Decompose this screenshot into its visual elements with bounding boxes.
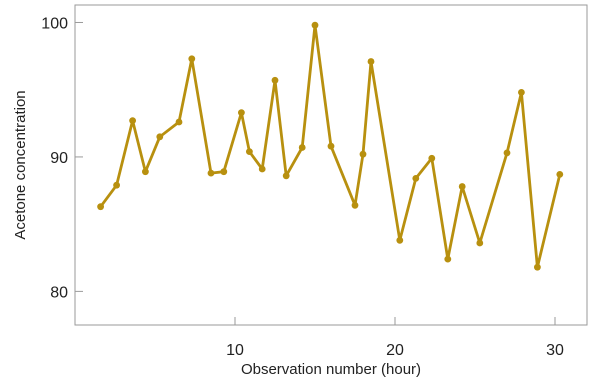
series-line [99,23,562,269]
y-tick-label: 90 [50,150,68,167]
y-tick-label: 100 [41,15,68,32]
data-point [444,255,452,263]
data-point [311,21,319,29]
data-point [351,201,359,209]
data-point [175,118,183,126]
x-axis-title: Observation number (hour) [241,361,421,378]
data-point [113,181,120,189]
data-point [518,89,525,96]
tick-labels: 10 20 30 80 90 100 [41,15,564,359]
plot-frame [74,4,588,326]
data-point [129,117,137,124]
data-point [428,154,436,162]
data-point [503,149,511,157]
data-point [258,165,266,173]
data-point [298,144,306,151]
data-point [556,171,564,178]
data-point [282,172,290,180]
data-point [412,175,420,182]
data-point [534,263,541,271]
data-point [188,55,196,63]
series-layer [97,21,564,271]
data-point [458,183,466,190]
data-point [246,148,253,156]
data-point [156,133,164,141]
data-point [142,168,149,176]
data-point [220,168,228,176]
data-point [367,58,375,65]
x-tick-label: 30 [546,342,564,359]
data-point [207,169,215,177]
data-point [359,150,367,158]
axis-ticks [75,21,556,325]
data-point [327,142,335,150]
y-axis-title: Acetone concentration [12,90,29,239]
data-point [238,109,245,116]
data-point [271,76,279,84]
data-point [396,236,404,244]
x-tick-label: 20 [386,342,404,359]
data-point [97,203,104,211]
y-tick-label: 80 [50,284,68,301]
x-tick-label: 10 [226,342,244,359]
data-point [476,239,484,247]
